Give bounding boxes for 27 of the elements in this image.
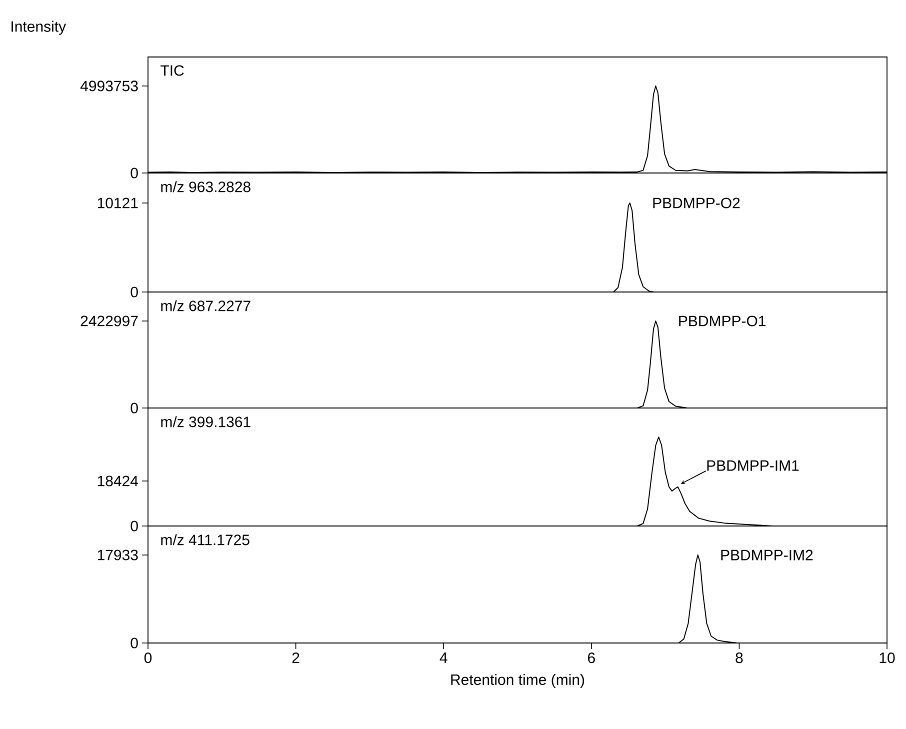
y-tick-label: 18424	[98, 476, 138, 486]
y-tick-label: 4993753	[80, 80, 138, 92]
y-tick-label: 2422997	[80, 316, 138, 326]
y-tick-label: 17933	[98, 550, 138, 560]
y-tick-label: 10121	[98, 198, 138, 208]
annotation: PBDMPP-IM1	[707, 460, 799, 471]
chart-title: m/z 411.1725	[161, 534, 250, 546]
annotation: PBDMPP-O1	[679, 316, 766, 326]
y-tick-label: 0	[130, 168, 138, 178]
annotation: PBDMPP-IM2	[721, 550, 813, 560]
y-tick-label: 0	[130, 638, 138, 648]
y-tick-label: 0	[130, 286, 138, 298]
y-tick-label: 0	[130, 520, 138, 532]
x-tick-label: 4	[440, 652, 448, 663]
y-axis-title: Intensity	[12, 20, 66, 35]
x-tick-label: 10	[880, 652, 895, 664]
y-tick-label: 0	[130, 402, 138, 414]
chart-title: m/z 963.2828	[161, 181, 250, 192]
chart-title: m/z 687.2277	[161, 300, 250, 312]
x-tick-label: 2	[292, 652, 300, 663]
x-tick-label: 6	[588, 652, 595, 664]
annotation: PBDMPP-O2	[653, 198, 740, 208]
chart-title: m/z 399.1361	[161, 416, 250, 428]
x-tick-label: 8	[736, 652, 743, 664]
chart-title: TIC	[160, 65, 184, 76]
x-tick-label: 0	[144, 652, 152, 664]
x-axis-title: Retention time (min)	[451, 674, 584, 688]
